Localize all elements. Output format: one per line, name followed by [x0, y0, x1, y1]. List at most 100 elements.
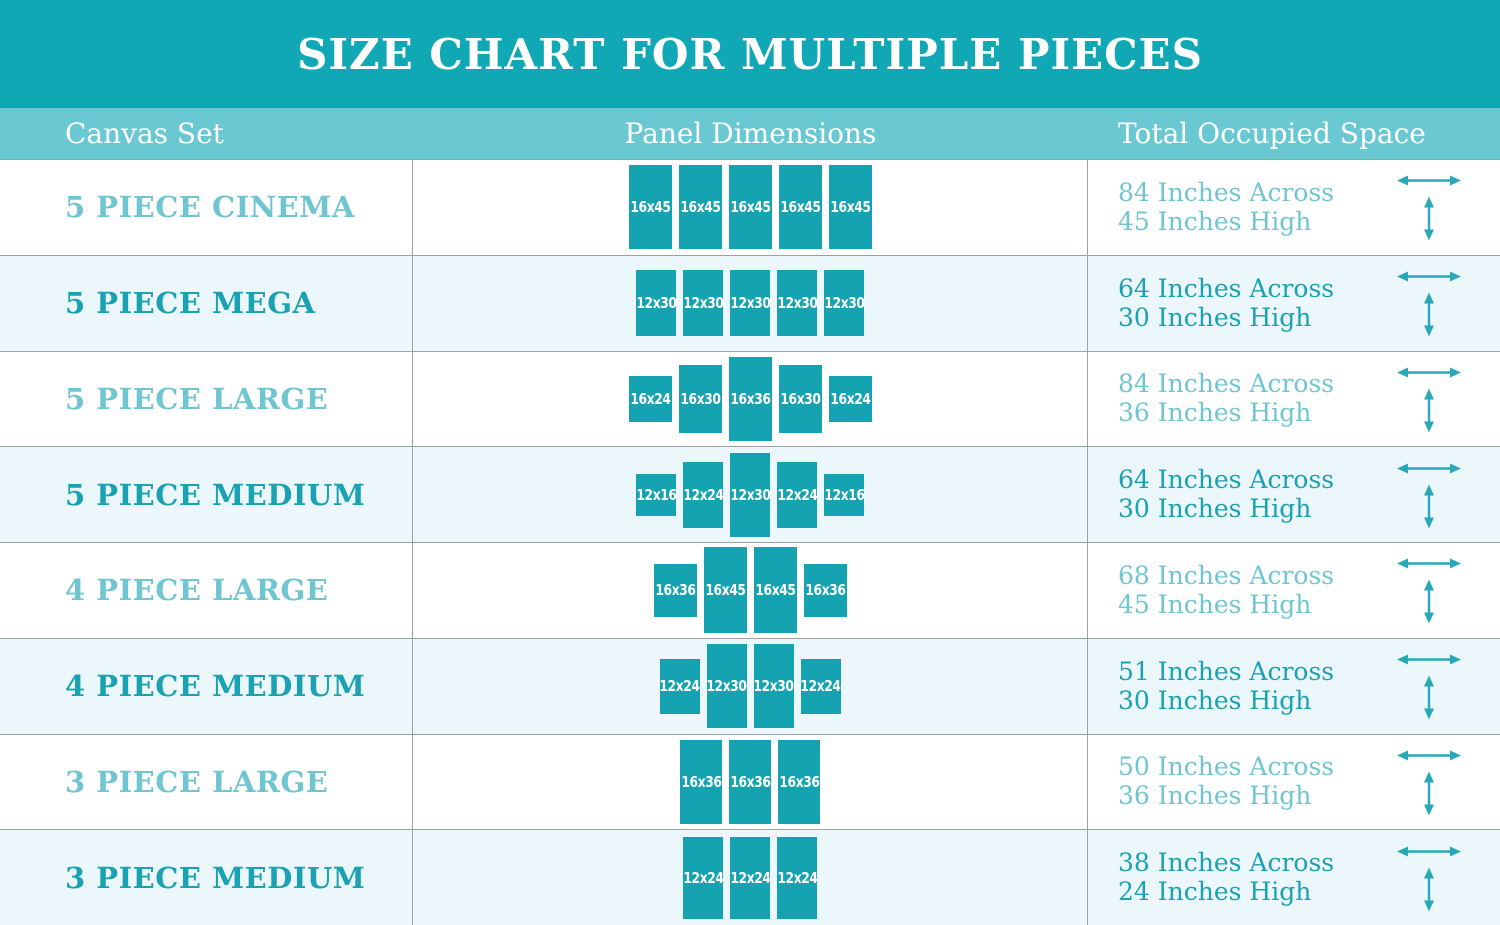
panel-group: 16x36 16x36 16x36 [680, 739, 820, 824]
panel-size-label: 16x36 [729, 772, 771, 791]
panel-size-label: 16x30 [779, 389, 821, 408]
canvas-panel: 12x30 [683, 270, 723, 337]
canvas-panel: 16x30 [778, 364, 822, 433]
canvas-panel: 16x36 [728, 356, 772, 441]
across-value: 64 Inches Across [1118, 273, 1335, 303]
panel-size-label: 12x30 [753, 677, 794, 696]
table-row: 5 PIECE MEDIUM 12x16 12x24 12x30 12x24 12x16… [0, 446, 1500, 542]
panel-group: 16x36 16x45 16x45 16x36 [653, 547, 847, 634]
across-value: 64 Inches Across [1118, 465, 1335, 495]
canvas-panel: 16x24 [828, 375, 872, 422]
panel-group: 12x24 12x30 12x30 12x24 [659, 644, 841, 729]
total-space-cell: 51 Inches Across 30 Inches High [1088, 639, 1500, 734]
canvas-set-cell: 4 PIECE MEDIUM [0, 638, 413, 734]
panel-size-label: 12x24 [776, 485, 818, 504]
panel-group: 12x24 12x24 12x24 [682, 836, 817, 919]
across-value: 38 Inches Across [1118, 848, 1335, 878]
table-body: 5 PIECE CINEMA 16x45 16x45 16x45 16x45 16x45… [0, 159, 1500, 925]
panel-size-label: 12x30 [823, 294, 865, 313]
panel-size-label: 16x45 [629, 198, 671, 217]
across-value: 51 Inches Across [1118, 656, 1335, 686]
high-value: 30 Inches High [1118, 685, 1312, 715]
across-value: 50 Inches Across [1118, 752, 1335, 782]
vertical-arrow-icon [1424, 484, 1434, 529]
vertical-arrow-icon [1424, 675, 1434, 720]
dimension-arrows [1394, 365, 1464, 433]
table-row: 5 PIECE LARGE 16x24 16x30 16x36 16x30 16x24 … [0, 350, 1500, 447]
high-value: 24 Inches High [1118, 877, 1312, 907]
horizontal-arrow-icon [1397, 846, 1461, 857]
page-title: SIZE CHART FOR MULTIPLE PIECES [297, 29, 1203, 79]
canvas-set-label: 3 PIECE MEDIUM [65, 860, 366, 895]
canvas-panel: 12x16 [824, 473, 864, 516]
table-row: 4 PIECE LARGE 16x36 16x45 16x45 16x36 68 In… [0, 542, 1500, 638]
vertical-arrow-icon [1424, 292, 1434, 337]
canvas-panel: 16x36 [729, 739, 771, 824]
column-header-total-space: Total Occupied Space [1118, 117, 1426, 150]
panel-size-label: 16x24 [629, 389, 671, 408]
canvas-panel: 16x36 [778, 739, 820, 824]
total-space-cell: 84 Inches Across 45 Inches High [1088, 160, 1500, 255]
canvas-panel: 16x30 [678, 364, 722, 433]
canvas-panel: 12x16 [636, 473, 676, 516]
canvas-set-label: 4 PIECE MEDIUM [65, 669, 366, 704]
panel-size-label: 12x30 [729, 485, 771, 504]
vertical-arrow-icon [1424, 579, 1434, 624]
dimension-arrows [1394, 557, 1464, 624]
canvas-panel: 16x45 [753, 547, 797, 634]
total-space-cell: 84 Inches Across 36 Inches High [1088, 352, 1500, 447]
dimension-arrows [1394, 174, 1464, 241]
panel-size-label: 16x45 [704, 581, 746, 600]
panel-dimensions-cell: 16x36 16x45 16x45 16x36 [413, 543, 1088, 638]
across-value: 68 Inches Across [1118, 560, 1335, 590]
panel-size-label: 12x30 [729, 294, 771, 313]
canvas-panel: 12x30 [777, 270, 817, 337]
canvas-panel: 12x24 [730, 836, 770, 919]
canvas-set-label: 5 PIECE MEDIUM [65, 477, 366, 512]
panel-size-label: 16x45 [779, 198, 821, 217]
horizontal-arrow-icon [1397, 367, 1461, 378]
canvas-panel: 12x30 [823, 270, 865, 337]
panel-dimensions-cell: 16x24 16x30 16x36 16x30 16x24 [413, 351, 1088, 447]
total-space-cell: 64 Inches Across 30 Inches High [1088, 447, 1500, 542]
canvas-set-cell: 3 PIECE LARGE [0, 734, 413, 830]
panel-size-label: 16x45 [729, 198, 771, 217]
canvas-panel: 12x30 [636, 270, 676, 337]
canvas-panel: 12x30 [729, 452, 771, 537]
panel-size-label: 16x36 [654, 581, 696, 600]
canvas-panel: 12x24 [683, 461, 723, 528]
horizontal-arrow-icon [1397, 750, 1461, 761]
dimension-arrows [1394, 844, 1464, 912]
canvas-set-label: 3 PIECE LARGE [65, 764, 329, 799]
column-header-panel-dimensions: Panel Dimensions [624, 117, 877, 150]
column-header-canvas-set: Canvas Set [65, 117, 224, 150]
panel-size-label: 16x45 [754, 581, 796, 600]
table-row: 3 PIECE MEDIUM 12x24 12x24 12x24 38 Inches… [0, 829, 1500, 925]
panel-group: 16x24 16x30 16x36 16x30 16x24 [628, 356, 872, 441]
canvas-panel: 16x45 [628, 165, 672, 250]
total-space-cell: 68 Inches Across 45 Inches High [1088, 543, 1500, 638]
canvas-set-cell: 4 PIECE LARGE [0, 543, 413, 638]
high-value: 30 Inches High [1118, 302, 1312, 332]
panel-dimensions-cell: 12x24 12x24 12x24 [413, 830, 1088, 925]
panel-group: 16x45 16x45 16x45 16x45 16x45 [628, 165, 872, 250]
panel-dimensions-cell: 16x45 16x45 16x45 16x45 16x45 [413, 160, 1088, 255]
header-band: SIZE CHART FOR MULTIPLE PIECES [0, 0, 1500, 108]
total-space-text: 50 Inches Across 36 Inches High [1118, 752, 1334, 811]
canvas-set-cell: 5 PIECE MEGA [0, 255, 413, 351]
panel-size-label: 16x36 [804, 581, 846, 600]
canvas-panel: 16x45 [728, 165, 772, 250]
panel-dimensions-cell: 12x30 12x30 12x30 12x30 12x30 [413, 255, 1088, 351]
table-row: 4 PIECE MEDIUM 12x24 12x30 12x30 12x24 51 I… [0, 637, 1500, 734]
across-value: 84 Inches Across [1118, 177, 1335, 207]
total-space-text: 68 Inches Across 45 Inches High [1118, 561, 1334, 620]
table-row: 5 PIECE CINEMA 16x45 16x45 16x45 16x45 16x45… [0, 159, 1500, 255]
high-value: 36 Inches High [1118, 781, 1312, 811]
panel-size-label: 12x24 [682, 868, 724, 887]
table-row: 3 PIECE LARGE 16x36 16x36 16x36 50 Inches … [0, 733, 1500, 830]
total-space-cell: 64 Inches Across 30 Inches High [1088, 256, 1500, 351]
total-space-text: 84 Inches Across 36 Inches High [1118, 369, 1334, 428]
canvas-panel: 12x30 [729, 270, 771, 337]
high-value: 30 Inches High [1118, 494, 1312, 524]
panel-size-label: 16x36 [778, 772, 820, 791]
